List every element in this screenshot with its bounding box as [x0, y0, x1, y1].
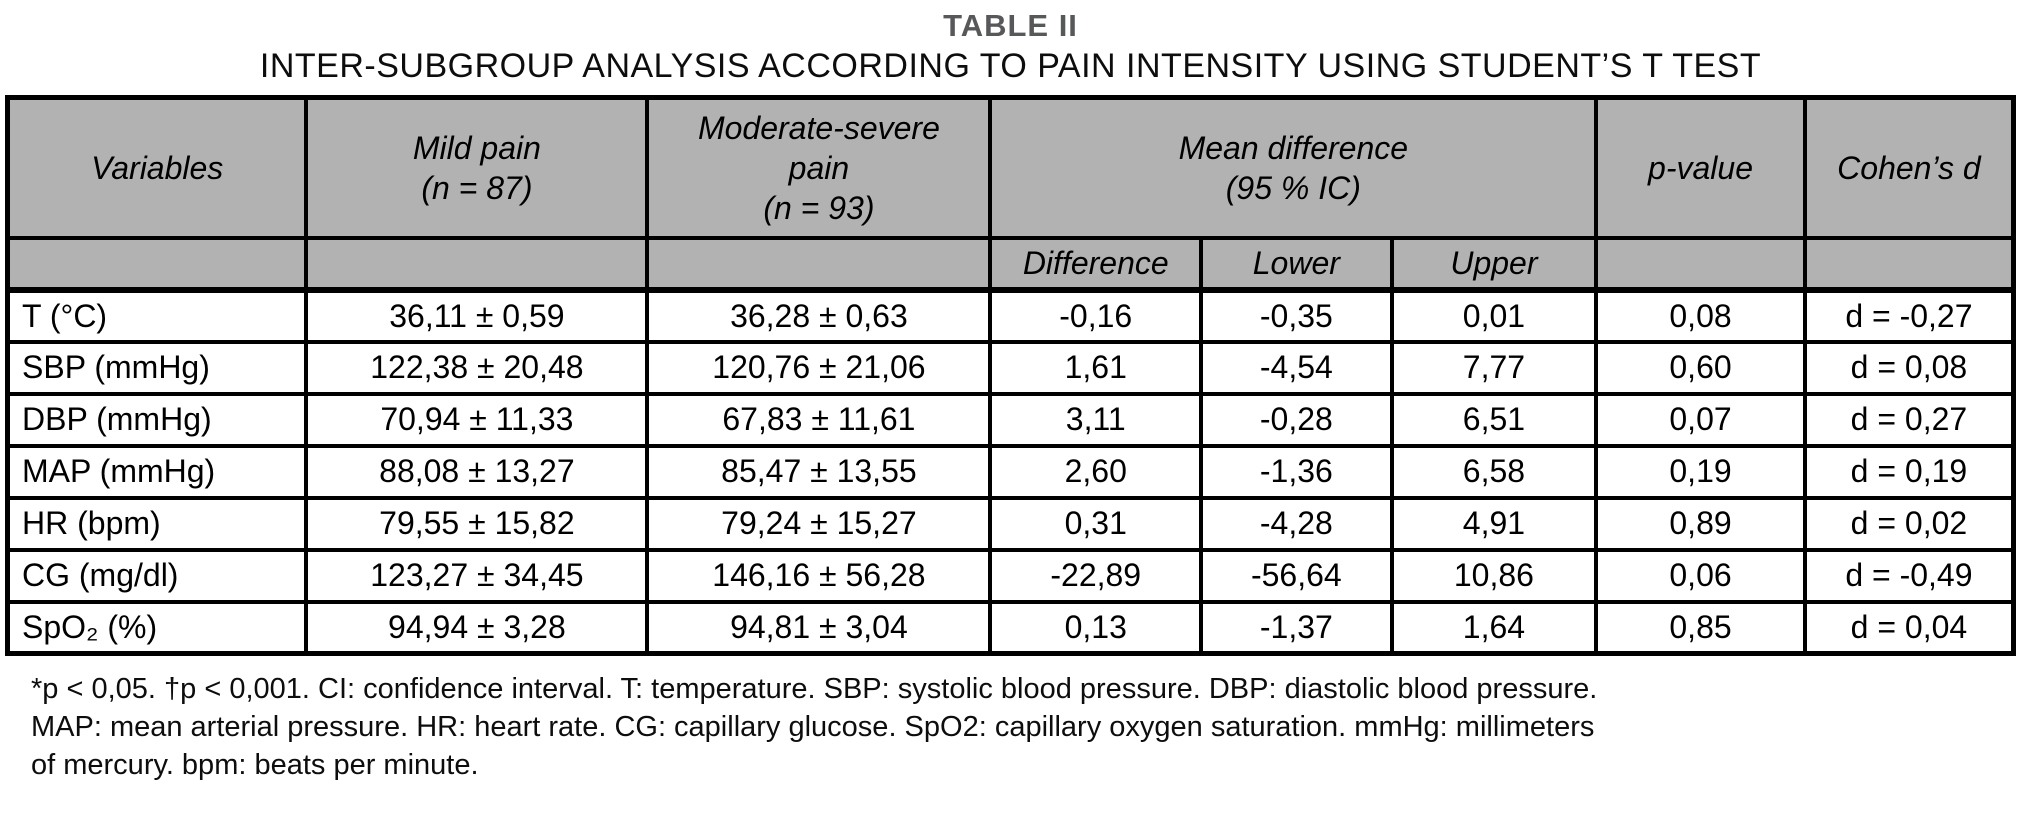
- mild-pain-value: 79,55 ± 15,82: [304, 495, 650, 552]
- data-table: Variables Mild pain (n = 87) Moderate-se…: [5, 95, 2016, 656]
- moderate-severe-value: 85,47 ± 13,55: [645, 443, 993, 500]
- variable-label: T (°C): [5, 287, 309, 344]
- upper-ci-value: 1,64: [1389, 599, 1599, 656]
- col-header-moderate-severe-pain: Moderate-severe pain (n = 93): [645, 95, 993, 240]
- lower-ci-value: -1,36: [1199, 443, 1394, 500]
- variable-label: MAP (mmHg): [5, 443, 309, 500]
- variable-label: HR (bpm): [5, 495, 309, 552]
- lower-ci-value: -0,28: [1199, 391, 1394, 448]
- upper-ci-value: 4,91: [1389, 495, 1599, 552]
- upper-ci-value: 7,77: [1389, 339, 1599, 396]
- table-row-sbp: SBP (mmHg) 122,38 ± 20,48 120,76 ± 21,06…: [5, 339, 2016, 396]
- table-row-map: MAP (mmHg) 88,08 ± 13,27 85,47 ± 13,55 2…: [5, 443, 2016, 500]
- subheader-empty-variables: [5, 235, 309, 293]
- p-value: 0,19: [1594, 443, 1807, 500]
- table-subtitle: INTER-SUBGROUP ANALYSIS ACCORDING TO PAI…: [259, 47, 1762, 85]
- lower-ci-value: -4,28: [1199, 495, 1394, 552]
- lower-ci-value: -56,64: [1199, 547, 1394, 604]
- subheader-row: Difference Lower Upper: [5, 235, 2016, 293]
- cohens-d-value: d = 0,27: [1802, 391, 2016, 448]
- moderate-severe-value: 36,28 ± 0,63: [645, 287, 993, 344]
- upper-ci-value: 6,58: [1389, 443, 1599, 500]
- table-row-cg: CG (mg/dl) 123,27 ± 34,45 146,16 ± 56,28…: [5, 547, 2016, 604]
- p-value: 0,89: [1594, 495, 1807, 552]
- table-row-dbp: DBP (mmHg) 70,94 ± 11,33 67,83 ± 11,61 3…: [5, 391, 2016, 448]
- variable-label: CG (mg/dl): [5, 547, 309, 604]
- col-header-mean-difference: Mean difference (95 % IC): [988, 95, 1599, 240]
- moderate-severe-value: 67,83 ± 11,61: [645, 391, 993, 448]
- moderate-severe-value: 120,76 ± 21,06: [645, 339, 993, 396]
- subheader-lower: Lower: [1199, 235, 1394, 293]
- footnote-line: MAP: mean arterial pressure. HR: heart r…: [31, 711, 1595, 743]
- header-row: Variables Mild pain (n = 87) Moderate-se…: [5, 95, 2016, 240]
- cohens-d-value: d = 0,19: [1802, 443, 2016, 500]
- mild-pain-value: 36,11 ± 0,59: [304, 287, 650, 344]
- difference-value: -0,16: [988, 287, 1204, 344]
- p-value: 0,60: [1594, 339, 1807, 396]
- variable-label: SpO₂ (%): [5, 599, 309, 656]
- col-header-mild-pain: Mild pain (n = 87): [304, 95, 650, 240]
- table-row-spo2: SpO₂ (%) 94,94 ± 3,28 94,81 ± 3,04 0,13 …: [5, 599, 2016, 656]
- col-header-p-value: p-value: [1594, 95, 1807, 240]
- subheader-upper: Upper: [1389, 235, 1599, 293]
- variable-label: DBP (mmHg): [5, 391, 309, 448]
- mild-pain-value: 88,08 ± 13,27: [304, 443, 650, 500]
- difference-value: 3,11: [988, 391, 1204, 448]
- difference-value: 0,13: [988, 599, 1204, 656]
- difference-value: 0,31: [988, 495, 1204, 552]
- mild-pain-value: 70,94 ± 11,33: [304, 391, 650, 448]
- table-row-hr: HR (bpm) 79,55 ± 15,82 79,24 ± 15,27 0,3…: [5, 495, 2016, 552]
- moderate-severe-value: 146,16 ± 56,28: [645, 547, 993, 604]
- mild-pain-value: 122,38 ± 20,48: [304, 339, 650, 396]
- table-footnote: *p < 0,05. †p < 0,001. CI: confidence in…: [31, 670, 2012, 784]
- difference-value: 2,60: [988, 443, 1204, 500]
- subheader-empty-cohens-d: [1802, 235, 2016, 293]
- table-row-temperature: T (°C) 36,11 ± 0,59 36,28 ± 0,63 -0,16 -…: [5, 287, 2016, 344]
- cohens-d-value: d = 0,08: [1802, 339, 2016, 396]
- subheader-empty-p-value: [1594, 235, 1807, 293]
- subheader-empty-mild: [304, 235, 650, 293]
- variable-label: SBP (mmHg): [5, 339, 309, 396]
- subheader-empty-moderate: [645, 235, 993, 293]
- lower-ci-value: -1,37: [1199, 599, 1394, 656]
- moderate-severe-value: 94,81 ± 3,04: [645, 599, 993, 656]
- mild-pain-value: 94,94 ± 3,28: [304, 599, 650, 656]
- table-number-title: TABLE II: [943, 8, 1078, 43]
- cohens-d-value: d = -0,49: [1802, 547, 2016, 604]
- difference-value: 1,61: [988, 339, 1204, 396]
- footnote-line: of mercury. bpm: beats per minute.: [31, 749, 479, 781]
- col-header-variables: Variables: [5, 95, 309, 240]
- upper-ci-value: 6,51: [1389, 391, 1599, 448]
- col-header-cohens-d: Cohen’s d: [1802, 95, 2016, 240]
- p-value: 0,06: [1594, 547, 1807, 604]
- p-value: 0,08: [1594, 287, 1807, 344]
- upper-ci-value: 10,86: [1389, 547, 1599, 604]
- cohens-d-value: d = -0,27: [1802, 287, 2016, 344]
- upper-ci-value: 0,01: [1389, 287, 1599, 344]
- p-value: 0,85: [1594, 599, 1807, 656]
- mild-pain-value: 123,27 ± 34,45: [304, 547, 650, 604]
- difference-value: -22,89: [988, 547, 1204, 604]
- cohens-d-value: d = 0,04: [1802, 599, 2016, 656]
- lower-ci-value: -0,35: [1199, 287, 1394, 344]
- moderate-severe-value: 79,24 ± 15,27: [645, 495, 993, 552]
- subheader-difference: Difference: [988, 235, 1204, 293]
- cohens-d-value: d = 0,02: [1802, 495, 2016, 552]
- lower-ci-value: -4,54: [1199, 339, 1394, 396]
- p-value: 0,07: [1594, 391, 1807, 448]
- footnote-line: *p < 0,05. †p < 0,001. CI: confidence in…: [31, 673, 1598, 705]
